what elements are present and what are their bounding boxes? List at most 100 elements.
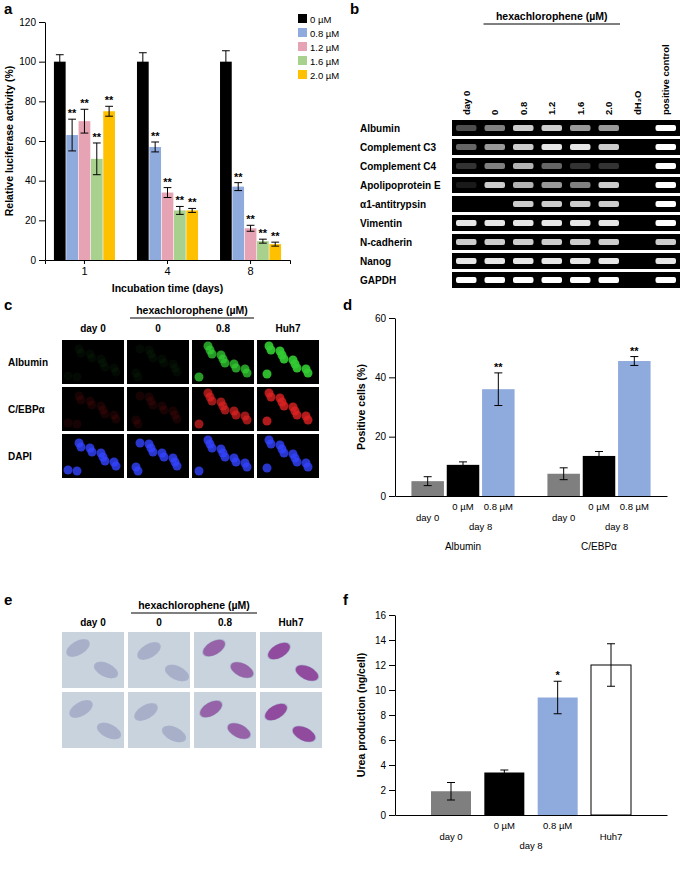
cell (292, 661, 321, 685)
gel-strip (452, 139, 680, 155)
tick: 16 (375, 610, 395, 621)
tick: 60 (25, 136, 45, 147)
bar-label: 0 µM (588, 501, 609, 512)
significance: ** (68, 107, 77, 119)
micrograph-panel (192, 387, 254, 431)
micrograph-panel (257, 340, 319, 384)
band (570, 277, 591, 283)
band (570, 163, 591, 169)
tick: 0 (30, 255, 45, 266)
cell-signal (136, 439, 145, 448)
cell-signal (132, 416, 141, 425)
x-axis: 148 (46, 260, 291, 277)
tick-mark (389, 615, 395, 616)
cell-signal (73, 373, 82, 382)
row-label: GAPDH (360, 275, 396, 286)
band (542, 144, 563, 150)
row-label: Complement C4 (360, 161, 437, 172)
band (599, 125, 620, 131)
cell-signal (97, 449, 106, 458)
band (513, 258, 534, 264)
axis-line (45, 23, 46, 261)
cell-signal (241, 459, 250, 468)
group-label: day 8 (469, 521, 492, 532)
legend-label: 1.2 µM (310, 42, 339, 53)
cell-signal (73, 467, 82, 476)
tick-label: 80 (25, 96, 37, 107)
gel-strip (452, 253, 680, 269)
y-axis-title: Positive cells (%) (355, 364, 367, 450)
tick-mark (389, 690, 395, 691)
cell-signal (169, 407, 178, 416)
tick-mark (389, 377, 395, 378)
cell-signal (302, 459, 311, 468)
tick-label: 12 (375, 660, 387, 671)
row-label: C/EBPα (8, 404, 46, 415)
legend-item: 2.0 µM (298, 70, 339, 81)
band (485, 182, 506, 188)
cell-stain (200, 636, 227, 659)
micrograph-panel (62, 434, 124, 478)
band (456, 220, 477, 226)
legend-item: 0 µM (298, 14, 331, 25)
band (656, 277, 677, 283)
bar-label: 0 µM (452, 501, 473, 512)
column-label: positive control (660, 44, 671, 115)
bar-label: day 0 (552, 512, 575, 523)
cell-stain (163, 662, 190, 684)
cell (227, 658, 256, 682)
significance: ** (271, 230, 280, 242)
cell-signal (230, 454, 239, 463)
band (485, 125, 506, 131)
significance: ** (80, 97, 89, 109)
error-bar (56, 55, 64, 69)
band (513, 182, 534, 188)
row-label: Apolipoprotein E (360, 180, 441, 191)
axis-line (396, 815, 668, 816)
cell-signal (75, 345, 84, 354)
row-label: α1-antitrypsin (360, 199, 426, 210)
error-bar (560, 468, 568, 480)
bar (538, 698, 578, 816)
tick-mark (389, 815, 395, 816)
band (456, 182, 477, 188)
significance-labels: ************************ (68, 94, 280, 242)
error-bar (222, 51, 230, 73)
header-rule (130, 318, 254, 319)
band (485, 144, 506, 150)
band (656, 220, 677, 226)
tick: 80 (25, 96, 45, 107)
tick-mark (39, 22, 45, 23)
bar (257, 241, 269, 260)
band (456, 239, 477, 245)
panel-label: c (4, 296, 12, 313)
tick-mark (389, 640, 395, 641)
cell-signal (169, 454, 178, 463)
column-label: 1.6 (575, 102, 586, 115)
cell (94, 719, 123, 743)
legend-swatch (298, 14, 307, 23)
cell-signal (195, 420, 204, 429)
tick-mark (389, 740, 395, 741)
band (456, 163, 477, 169)
cell-signal (132, 369, 141, 378)
group-label: day 8 (519, 840, 542, 851)
tick-label: 0 (380, 810, 386, 821)
tick-mark (389, 437, 395, 438)
axis-line (395, 616, 396, 816)
tick: 6 (380, 735, 395, 746)
cell-signal (110, 364, 119, 373)
column-header: hexachlorophene (µM) (136, 304, 248, 316)
cell (91, 658, 120, 682)
significance: ** (176, 194, 185, 206)
cell-stain (95, 720, 122, 742)
band (513, 163, 534, 169)
cell (196, 696, 226, 721)
bars (411, 357, 650, 496)
cell-signal (230, 360, 239, 369)
tick-mark (39, 181, 45, 182)
bars (54, 51, 281, 260)
error-bar (494, 373, 502, 406)
cell-signal (265, 389, 274, 398)
band (599, 258, 620, 264)
